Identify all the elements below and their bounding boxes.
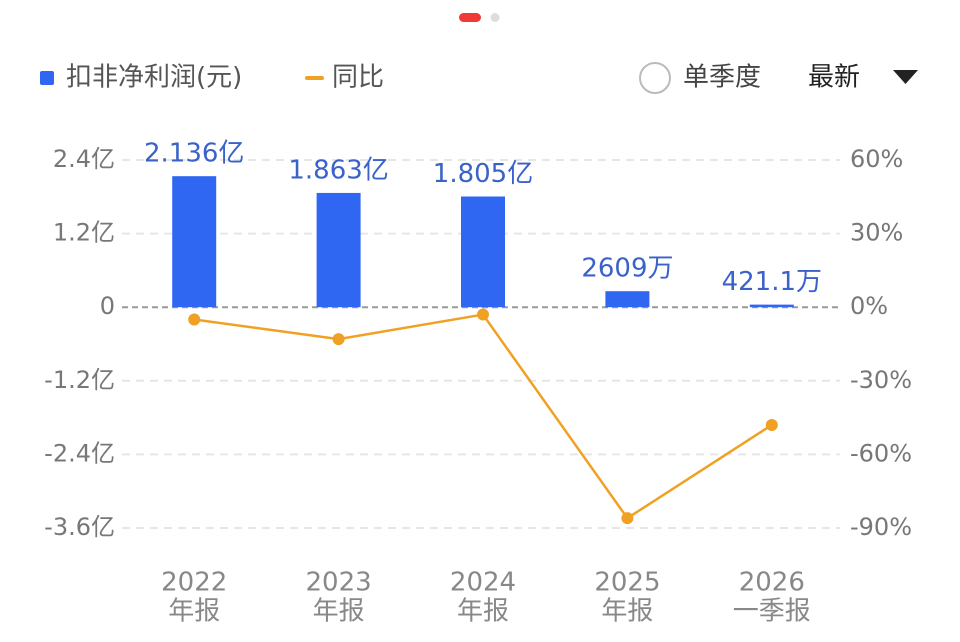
page-dot-active xyxy=(459,13,481,22)
page-dot xyxy=(490,13,500,22)
value-label: 1.863亿 xyxy=(288,155,388,185)
bar xyxy=(605,291,650,308)
y-tick-label: 1.2亿 xyxy=(53,219,115,247)
bar xyxy=(749,304,794,308)
x-tick-label: 2026 xyxy=(739,568,805,598)
bar xyxy=(461,196,505,308)
bar xyxy=(172,176,217,308)
period-dropdown[interactable]: 最新 xyxy=(808,63,918,93)
y-tick-label: -2.4亿 xyxy=(44,439,115,467)
y2-tick-label: 60% xyxy=(850,145,903,173)
value-label: 2609万 xyxy=(581,254,673,284)
toggle-label[interactable]: 单季度 xyxy=(683,63,761,93)
x-tick-label: 2022 xyxy=(161,568,227,598)
y2-tick-label: -30% xyxy=(850,366,912,394)
point xyxy=(477,308,489,321)
point xyxy=(188,313,201,326)
x-tick-label: 年报 xyxy=(168,597,220,627)
line xyxy=(194,313,773,520)
value-label: 2.136亿 xyxy=(144,139,244,169)
x-tick-label: 2023 xyxy=(306,568,372,598)
x-tick-label: 2024 xyxy=(450,568,516,598)
y-tick-label: 2.4亿 xyxy=(53,145,115,173)
dropdown-label[interactable]: 最新 xyxy=(808,63,860,93)
y2-tick-label: 0% xyxy=(850,292,888,320)
y2-tick-label: -90% xyxy=(850,513,912,541)
value-label: 421.1万 xyxy=(722,267,822,297)
legend-swatch xyxy=(40,71,54,85)
point xyxy=(332,333,345,346)
point xyxy=(765,418,778,431)
x-tick-label: 一季报 xyxy=(733,597,811,627)
bar xyxy=(316,192,361,308)
legend-label: 扣非净利润(元) xyxy=(66,63,242,93)
legend-label: 同比 xyxy=(332,63,384,93)
point xyxy=(621,512,634,525)
single-quarter-toggle[interactable]: 单季度 xyxy=(639,62,761,94)
y2-tick-label: -60% xyxy=(850,439,912,467)
x-tick-label: 年报 xyxy=(457,597,509,627)
y2-tick-label: 30% xyxy=(850,219,903,247)
y-tick-label: -1.2亿 xyxy=(44,366,115,394)
radio[interactable] xyxy=(639,62,671,94)
dropdown-arrow[interactable] xyxy=(893,70,918,84)
x-tick-label: 年报 xyxy=(313,597,365,627)
y-tick-label: 0 xyxy=(100,292,115,320)
value-label: 1.805亿 xyxy=(433,159,533,189)
x-tick-label: 年报 xyxy=(601,597,653,627)
x-tick-label: 2025 xyxy=(594,568,660,598)
y-tick-label: -3.6亿 xyxy=(44,513,115,541)
